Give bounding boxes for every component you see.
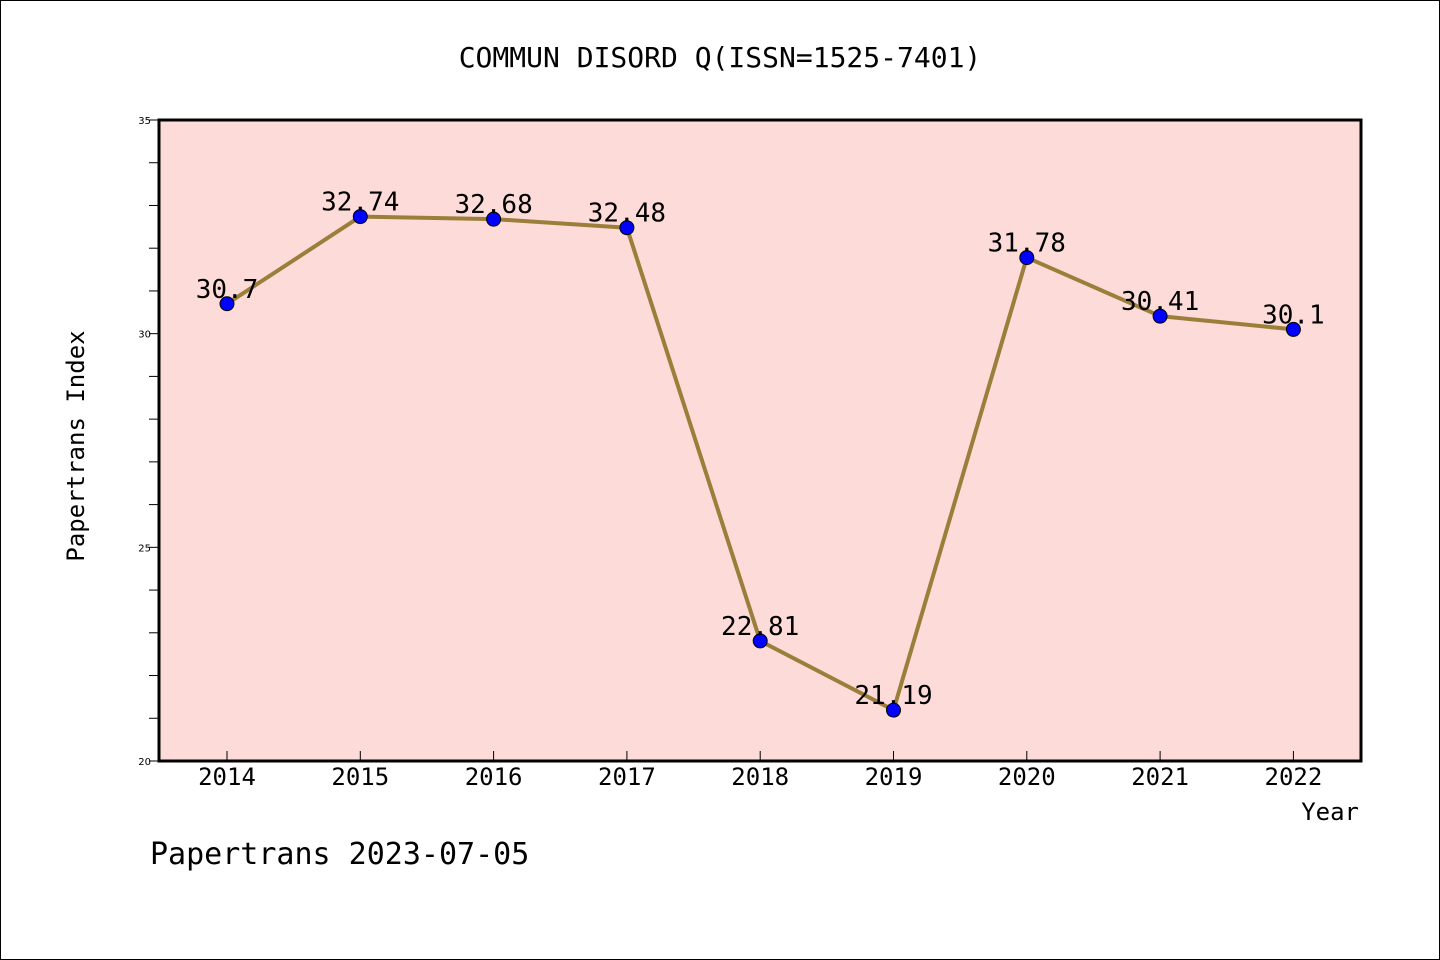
- data-label: 32.68: [454, 190, 532, 220]
- data-point: [886, 702, 901, 718]
- y-tick-label: 20: [138, 757, 151, 768]
- plot-area: [157, 118, 1363, 763]
- x-tick-label: 2022: [1265, 763, 1323, 791]
- data-label: 30.7: [196, 275, 259, 305]
- y-axis-label: Papertrans Index: [62, 330, 90, 561]
- data-point: [752, 633, 768, 649]
- data-point: [619, 220, 635, 236]
- data-point: [486, 211, 502, 227]
- y-axis: 20 25 30 35: [138, 116, 159, 768]
- data-label: 30.1: [1262, 300, 1325, 330]
- data-point: [1019, 250, 1035, 266]
- x-tick-label: 2014: [198, 763, 256, 791]
- data-point: [1285, 321, 1301, 337]
- data-label: 30.41: [1121, 287, 1199, 317]
- x-axis-label: Year: [1301, 798, 1359, 826]
- data-label: 32.74: [321, 188, 399, 218]
- y-tick-label: 25: [138, 543, 151, 554]
- x-tick-label: 2018: [731, 763, 789, 791]
- data-label: 21.19: [854, 681, 932, 711]
- data-point: [219, 296, 235, 312]
- data-point: [1152, 308, 1168, 324]
- x-tick-label: 2017: [598, 763, 656, 791]
- data-markers: [219, 209, 1301, 718]
- data-label: 31.78: [988, 229, 1066, 259]
- x-axis: 2014 2015 2016 2017 2018 2019 2020 2021 2022: [198, 751, 1322, 791]
- data-labels: 30.7 32.74 32.68 32.48 22.81 21.19 31.78 30.41 3…: [196, 188, 1325, 712]
- x-tick-label: 2019: [865, 763, 923, 791]
- x-tick-label: 2020: [998, 763, 1056, 791]
- data-point: [352, 209, 368, 225]
- x-tick-label: 2015: [331, 763, 389, 791]
- data-label: 22.81: [721, 612, 799, 642]
- footer-credit: Papertrans 2023-07-05: [150, 837, 529, 872]
- x-tick-label: 2021: [1131, 763, 1189, 791]
- y-tick-label: 35: [138, 116, 151, 127]
- y-tick-label: 30: [138, 330, 151, 341]
- data-label: 32.48: [588, 199, 666, 229]
- x-tick-label: 2016: [465, 763, 523, 791]
- chart-title: COMMUN DISORD Q(ISSN=1525-7401): [459, 41, 982, 74]
